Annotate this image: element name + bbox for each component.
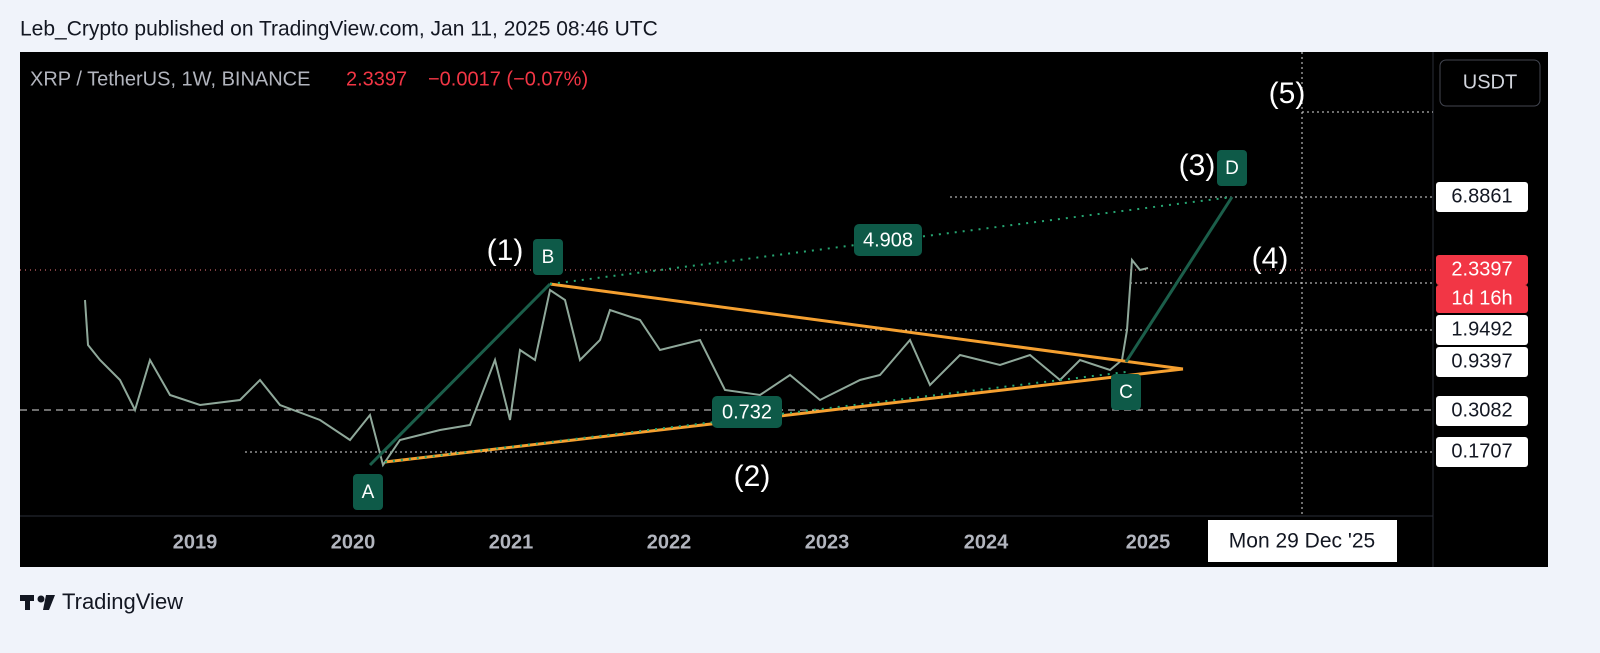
measure-label: 4.908 xyxy=(863,229,913,251)
point-label: A xyxy=(362,482,375,503)
logo-mark xyxy=(37,595,45,603)
year-label: 2020 xyxy=(331,531,376,553)
price-label: 6.8861 xyxy=(1451,185,1512,207)
price-label: 0.9397 xyxy=(1451,350,1512,372)
wave-label: (1) xyxy=(487,234,524,267)
chart-bg xyxy=(20,52,1548,567)
currency-button[interactable] xyxy=(1439,59,1541,107)
cursor-date: Mon 29 Dec '25 xyxy=(1229,530,1375,553)
price-label-box xyxy=(1436,182,1528,212)
symbol-price: 2.3397 xyxy=(346,68,407,90)
wave-label: (2) xyxy=(734,460,771,493)
cursor-date-box xyxy=(1208,520,1397,562)
point-label: C xyxy=(1119,382,1133,403)
price-label: 0.1707 xyxy=(1451,440,1512,462)
logo-mark xyxy=(25,595,30,610)
year-label: 2019 xyxy=(173,531,218,553)
drawings xyxy=(368,196,1234,467)
triangle-lower xyxy=(384,367,1184,464)
measure-box xyxy=(712,396,782,428)
point-box xyxy=(533,239,563,275)
measure-label: 0.732 xyxy=(722,401,772,423)
year-label: 2025 xyxy=(1126,531,1171,553)
point-label: D xyxy=(1225,158,1239,179)
price-label: 2.3397 xyxy=(1451,258,1512,280)
measure-box xyxy=(854,224,922,256)
wave-label: (3) xyxy=(1179,149,1216,182)
logo xyxy=(20,595,55,610)
logo-mark xyxy=(43,595,55,610)
point-box xyxy=(1111,374,1141,410)
wave-label: (4) xyxy=(1252,242,1289,275)
year-label: 2024 xyxy=(964,531,1009,553)
point-box xyxy=(353,474,383,510)
countdown-box xyxy=(1436,285,1528,313)
footer-brand: TradingView xyxy=(62,589,183,614)
currency-label[interactable]: USDT xyxy=(1463,71,1517,93)
point-label: B xyxy=(542,247,555,268)
year-label: 2023 xyxy=(805,531,850,553)
wave-line xyxy=(368,282,552,467)
annotations: (1) (2) (3) (4) (5) A B C D 4.908 0.732 xyxy=(353,77,1305,510)
price-label-box xyxy=(1436,396,1528,426)
price-label-box xyxy=(1436,437,1528,467)
wave-line xyxy=(1124,196,1234,363)
point-box xyxy=(1217,150,1247,186)
symbol-change: −0.0017 (−0.07%) xyxy=(428,68,588,90)
publisher: Leb_Crypto published on TradingView.com,… xyxy=(20,18,658,41)
year-label: 2021 xyxy=(489,531,534,553)
price-path xyxy=(84,257,1149,468)
price-scale: 6.8861 2.3397 1.9492 0.9397 0.3082 0.1707 1d 1… xyxy=(1436,182,1528,467)
triangle-upper xyxy=(549,282,1184,371)
price-label: 0.3082 xyxy=(1451,399,1512,421)
countdown: 1d 16h xyxy=(1451,287,1512,309)
price-label-box xyxy=(1436,347,1528,377)
time-axis: 2019 2020 2021 2022 2023 2024 2025 xyxy=(173,531,1171,553)
year-label: 2022 xyxy=(647,531,692,553)
price-label-box xyxy=(1436,255,1528,285)
wave-label: (5) xyxy=(1269,77,1306,110)
guides xyxy=(20,52,1433,516)
price-label-box xyxy=(1436,315,1528,345)
price-label: 1.9492 xyxy=(1451,318,1512,340)
symbol-name: XRP / TetherUS, 1W, BINANCE xyxy=(30,68,310,90)
